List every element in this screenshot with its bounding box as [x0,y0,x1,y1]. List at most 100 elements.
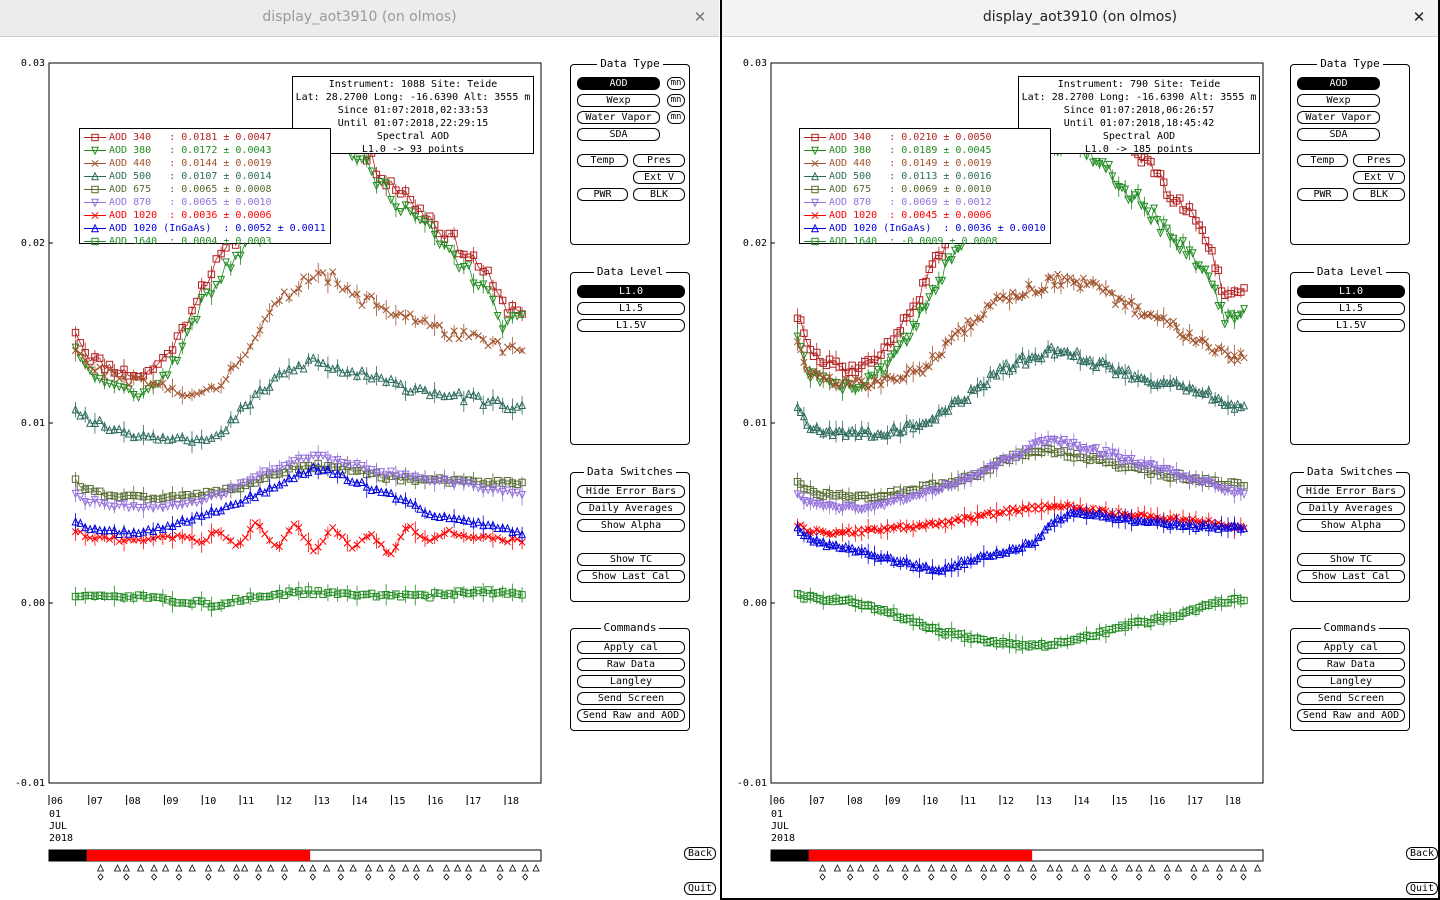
water-vapor-button[interactable]: Water Vapor [1297,111,1380,124]
data-point [474,282,483,291]
send-screen-button[interactable]: Send Screen [1297,692,1405,705]
data-point [406,591,415,599]
data-point [979,381,988,391]
aod-button[interactable]: AOD [577,77,660,90]
langley-button[interactable]: Langley [577,675,685,688]
water-vapor-mn-button[interactable]: mn [667,111,685,124]
legend-marker-icon [84,171,106,181]
back-button[interactable]: Back [1406,847,1438,860]
water-vapor-button[interactable]: Water Vapor [577,111,660,124]
data-point [848,425,857,435]
data-point [503,404,512,414]
data-point [1240,284,1248,292]
show-tc-button[interactable]: Show TC [1297,553,1405,566]
show-alpha-button[interactable]: Show Alpha [577,519,685,532]
data-point [198,538,206,547]
data-point [343,459,352,469]
close-icon[interactable]: ✕ [1412,8,1426,26]
pres-button[interactable]: Pres [633,154,685,167]
legend-label: AOD 440 : 0.0149 ± 0.0019 [829,158,992,169]
temp-button[interactable]: Temp [1297,154,1348,167]
measurement-marker [123,873,130,881]
titlebar-left[interactable]: display_aot3910 (on olmos) ✕ [0,0,719,37]
wexp-mn-button[interactable]: mn [667,94,685,107]
data-point [498,523,507,532]
data-point [880,501,889,511]
raw-data-button[interactable]: Raw Data [1297,658,1405,671]
data-point [241,494,250,504]
level-l15-button[interactable]: L1.5 [577,302,685,315]
y-tick-label: 0.01 [21,418,45,429]
data-point [450,530,458,538]
langley-button[interactable]: Langley [1297,675,1405,688]
series-aod-1640 [71,581,526,617]
commands-panel: Commands Apply cal Raw Data Langley Send… [570,621,690,731]
data-point [1217,521,1226,530]
data-point [232,362,240,370]
data-point [851,386,860,395]
data-point [159,353,167,362]
data-point [995,362,1004,372]
data-point [197,511,206,520]
raw-data-button[interactable]: Raw Data [577,658,685,671]
ext-v-button[interactable]: Ext V [1353,171,1405,184]
hide-error-bars-button[interactable]: Hide Error Bars [1297,485,1405,498]
y-tick-label: 0.00 [743,598,767,609]
legend-symbol [811,237,819,246]
wexp-button[interactable]: Wexp [1297,94,1380,107]
level-l10-button[interactable]: L1.0 [577,285,685,298]
daily-averages-button[interactable]: Daily Averages [577,502,685,515]
show-last-cal-button[interactable]: Show Last Cal [1297,570,1405,583]
quit-button[interactable]: Quit [684,882,716,895]
data-point [328,456,337,466]
level-l15v-button[interactable]: L1.5V [577,319,685,332]
data-point [198,281,206,289]
back-button[interactable]: Back [684,847,716,860]
show-last-cal-button[interactable]: Show Last Cal [577,570,685,583]
data-point [1153,216,1162,225]
wexp-button[interactable]: Wexp [577,94,660,107]
level-l15v-button[interactable]: L1.5V [1297,319,1405,332]
data-point [832,503,841,513]
pres-button[interactable]: Pres [1353,154,1405,167]
data-point [1073,508,1081,518]
level-l10-button[interactable]: L1.0 [1297,285,1405,298]
level-l15-button[interactable]: L1.5 [1297,302,1405,315]
data-point [372,469,381,479]
data-point [207,603,216,611]
legend-marker-icon [84,223,106,233]
data-point [503,317,512,326]
data-point [285,587,293,595]
sda-button[interactable]: SDA [1297,128,1380,141]
show-alpha-button[interactable]: Show Alpha [1297,519,1405,532]
measurement-marker [150,864,158,872]
apply-cal-button[interactable]: Apply cal [577,641,685,654]
close-icon[interactable]: ✕ [693,8,707,26]
quit-button[interactable]: Quit [1406,882,1438,895]
series-line [797,272,1245,389]
aod-button[interactable]: AOD [1297,77,1380,90]
sda-button[interactable]: SDA [577,128,660,141]
ext-v-button[interactable]: Ext V [633,171,685,184]
send-raw-aod-button[interactable]: Send Raw and AOD [1297,709,1405,722]
send-screen-button[interactable]: Send Screen [577,692,685,705]
data-point [796,527,805,536]
daily-averages-button[interactable]: Daily Averages [1297,502,1405,515]
data-point [970,318,978,326]
aod-mn-button[interactable]: mn [667,77,685,90]
pwr-button[interactable]: PWR [577,188,628,201]
data-point [484,520,493,529]
temp-button[interactable]: Temp [577,154,628,167]
data-point [154,502,162,511]
titlebar-right[interactable]: display_aot3910 (on olmos) ✕ [722,0,1438,37]
blk-button[interactable]: BLK [633,188,685,201]
blk-button[interactable]: BLK [1353,188,1405,201]
data-point [280,591,288,599]
send-raw-aod-button[interactable]: Send Raw and AOD [577,709,685,722]
data-point [957,398,966,407]
hide-error-bars-button[interactable]: Hide Error Bars [577,485,685,498]
show-tc-button[interactable]: Show TC [577,553,685,566]
apply-cal-button[interactable]: Apply cal [1297,641,1405,654]
info-line: Instrument: 790 Site: Teide [1057,79,1221,90]
pwr-button[interactable]: PWR [1297,188,1348,201]
